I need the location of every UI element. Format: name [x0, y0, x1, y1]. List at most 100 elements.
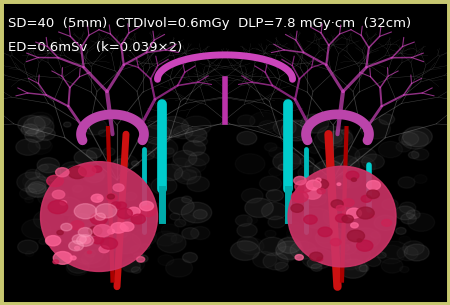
Circle shape [370, 215, 374, 217]
Circle shape [39, 239, 47, 244]
Circle shape [110, 196, 121, 203]
Circle shape [25, 177, 56, 197]
Circle shape [95, 204, 117, 218]
Circle shape [301, 114, 329, 133]
Circle shape [396, 228, 406, 235]
Circle shape [318, 227, 332, 237]
Circle shape [18, 240, 38, 254]
Circle shape [357, 239, 362, 242]
Circle shape [379, 114, 395, 125]
Circle shape [336, 205, 344, 211]
Circle shape [321, 174, 333, 182]
Circle shape [273, 152, 301, 171]
Circle shape [181, 170, 197, 180]
Circle shape [345, 213, 354, 220]
Circle shape [310, 252, 323, 261]
Circle shape [359, 265, 369, 272]
Circle shape [74, 204, 97, 219]
Circle shape [165, 148, 174, 154]
Circle shape [235, 215, 252, 226]
Circle shape [25, 129, 45, 142]
Text: ED=0.6mSv  (k=0.039×2): ED=0.6mSv (k=0.039×2) [8, 41, 182, 54]
Circle shape [60, 201, 67, 205]
Circle shape [275, 262, 288, 271]
Circle shape [131, 161, 139, 166]
Circle shape [66, 165, 81, 175]
Circle shape [338, 244, 350, 252]
Circle shape [337, 183, 341, 185]
Circle shape [401, 131, 428, 149]
Circle shape [333, 252, 351, 264]
Circle shape [304, 215, 317, 224]
Circle shape [127, 207, 140, 216]
Circle shape [395, 206, 415, 220]
Circle shape [111, 223, 126, 233]
Circle shape [71, 221, 84, 230]
Circle shape [25, 169, 40, 179]
Circle shape [317, 257, 323, 261]
Circle shape [411, 149, 429, 160]
Circle shape [71, 256, 76, 260]
Circle shape [76, 235, 94, 246]
Circle shape [230, 241, 260, 260]
Circle shape [169, 197, 194, 215]
Circle shape [68, 167, 86, 179]
Circle shape [182, 196, 192, 203]
Circle shape [51, 245, 59, 251]
Circle shape [23, 116, 54, 137]
Circle shape [342, 215, 353, 223]
Circle shape [78, 217, 105, 236]
Circle shape [187, 176, 209, 192]
Circle shape [266, 190, 284, 201]
Circle shape [74, 150, 97, 165]
Circle shape [131, 267, 141, 273]
Circle shape [237, 224, 257, 237]
Circle shape [89, 226, 102, 235]
Circle shape [82, 167, 104, 183]
Circle shape [304, 191, 327, 206]
Circle shape [366, 257, 381, 267]
Circle shape [189, 152, 209, 166]
Circle shape [292, 191, 308, 203]
Circle shape [406, 210, 420, 219]
Circle shape [108, 229, 114, 234]
Circle shape [132, 117, 143, 124]
Circle shape [317, 188, 325, 194]
Circle shape [252, 252, 277, 268]
Circle shape [382, 199, 398, 210]
Circle shape [56, 168, 69, 177]
Circle shape [26, 184, 46, 197]
Circle shape [357, 207, 374, 219]
Circle shape [290, 241, 316, 259]
Circle shape [268, 216, 285, 228]
Text: SD=40  (5mm)  CTDIvol=0.6mGy  DLP=7.8 mGy·cm  (32cm): SD=40 (5mm) CTDIvol=0.6mGy DLP=7.8 mGy·c… [8, 17, 411, 30]
Circle shape [403, 241, 424, 255]
Circle shape [324, 182, 333, 188]
Circle shape [317, 126, 344, 144]
Circle shape [183, 141, 206, 156]
Circle shape [316, 181, 320, 183]
Circle shape [182, 228, 199, 239]
Circle shape [108, 194, 114, 199]
Circle shape [67, 258, 89, 273]
Circle shape [237, 131, 257, 145]
Circle shape [53, 252, 72, 264]
Circle shape [143, 125, 172, 144]
Circle shape [340, 243, 370, 264]
Circle shape [338, 242, 357, 254]
Circle shape [273, 120, 296, 135]
Circle shape [141, 244, 150, 249]
Circle shape [141, 181, 150, 188]
Circle shape [151, 177, 177, 195]
Ellipse shape [40, 162, 158, 271]
Circle shape [399, 202, 416, 213]
Circle shape [111, 202, 121, 208]
Circle shape [173, 126, 193, 139]
Circle shape [191, 227, 210, 240]
Circle shape [18, 115, 45, 134]
Circle shape [185, 127, 207, 142]
Circle shape [362, 154, 384, 169]
Circle shape [36, 127, 55, 140]
Circle shape [40, 164, 49, 170]
Circle shape [347, 230, 365, 242]
